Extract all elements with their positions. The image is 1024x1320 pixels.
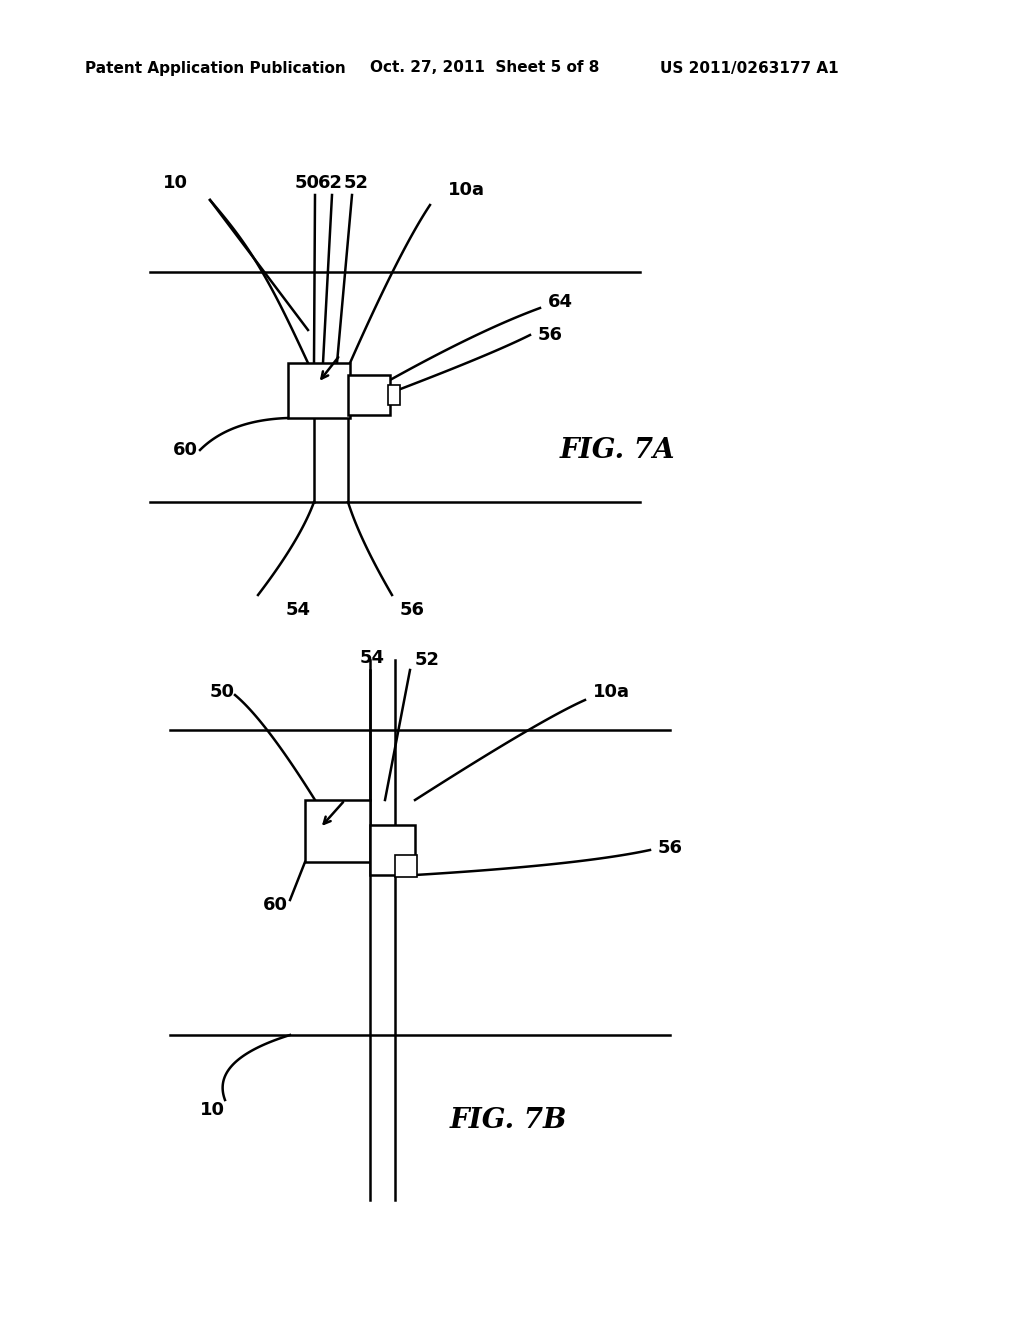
Text: 54: 54 — [286, 601, 310, 619]
Text: 10: 10 — [200, 1101, 224, 1119]
Text: 54: 54 — [359, 649, 384, 667]
Bar — [370, 825, 415, 875]
Text: 62: 62 — [317, 174, 342, 191]
Text: 56: 56 — [538, 326, 563, 345]
Bar — [348, 375, 390, 414]
Text: Oct. 27, 2011  Sheet 5 of 8: Oct. 27, 2011 Sheet 5 of 8 — [370, 61, 599, 75]
Bar — [288, 363, 350, 418]
Bar — [305, 800, 370, 862]
Text: 10a: 10a — [593, 682, 630, 701]
Text: 64: 64 — [548, 293, 573, 312]
Text: FIG. 7B: FIG. 7B — [450, 1106, 567, 1134]
Text: 50: 50 — [210, 682, 234, 701]
Bar — [388, 385, 400, 405]
Text: 60: 60 — [262, 896, 288, 913]
Text: FIG. 7A: FIG. 7A — [560, 437, 676, 463]
Text: 52: 52 — [343, 174, 369, 191]
Text: 10a: 10a — [449, 181, 485, 199]
Text: US 2011/0263177 A1: US 2011/0263177 A1 — [660, 61, 839, 75]
Text: 50: 50 — [295, 174, 319, 191]
Text: 56: 56 — [658, 840, 683, 857]
Text: 56: 56 — [399, 601, 425, 619]
Text: Patent Application Publication: Patent Application Publication — [85, 61, 346, 75]
Text: 52: 52 — [415, 651, 439, 669]
Text: 10: 10 — [163, 174, 187, 191]
Text: 60: 60 — [172, 441, 198, 459]
Bar — [395, 855, 417, 876]
